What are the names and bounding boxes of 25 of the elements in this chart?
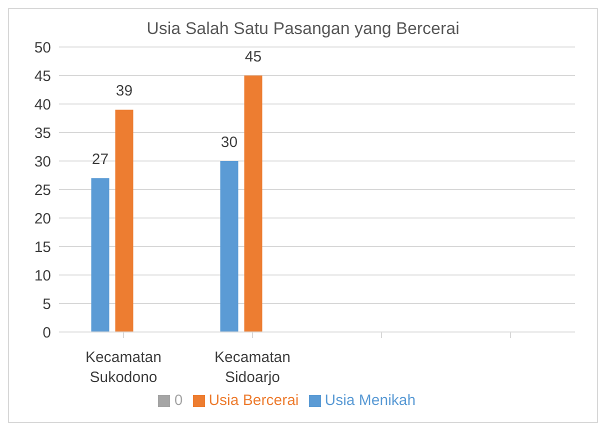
y-tick-label: 50 <box>34 39 51 56</box>
chart-title: Usia Salah Satu Pasangan yang Bercerai <box>146 19 460 39</box>
bar <box>244 76 262 332</box>
data-label: 30 <box>220 134 238 151</box>
y-tick-label: 25 <box>34 182 51 199</box>
data-label: 27 <box>92 151 109 168</box>
y-tick-label: 40 <box>34 96 51 114</box>
data-label: 45 <box>244 48 262 66</box>
y-tick-label: 15 <box>34 238 51 256</box>
legend-label: Usia Menikah <box>324 392 416 409</box>
y-tick-label: 0 <box>42 324 51 342</box>
y-tick-label: 10 <box>34 267 51 284</box>
x-tick-label: Kecamatan Sukodono <box>86 349 162 386</box>
legend-label: 0 <box>174 392 183 409</box>
y-tick-label: 35 <box>34 124 51 142</box>
data-label: 39 <box>116 82 133 100</box>
legend-label: Usia Bercerai <box>208 392 299 409</box>
bar <box>220 161 238 332</box>
x-tick-label: Kecamatan Sidoarjo <box>214 349 290 386</box>
y-tick-label: 20 <box>34 210 51 228</box>
y-tick-label: 30 <box>34 153 51 170</box>
y-tick-label: 5 <box>42 296 51 313</box>
y-tick-label: 45 <box>34 68 51 85</box>
bar <box>115 110 134 332</box>
bar <box>91 178 110 332</box>
